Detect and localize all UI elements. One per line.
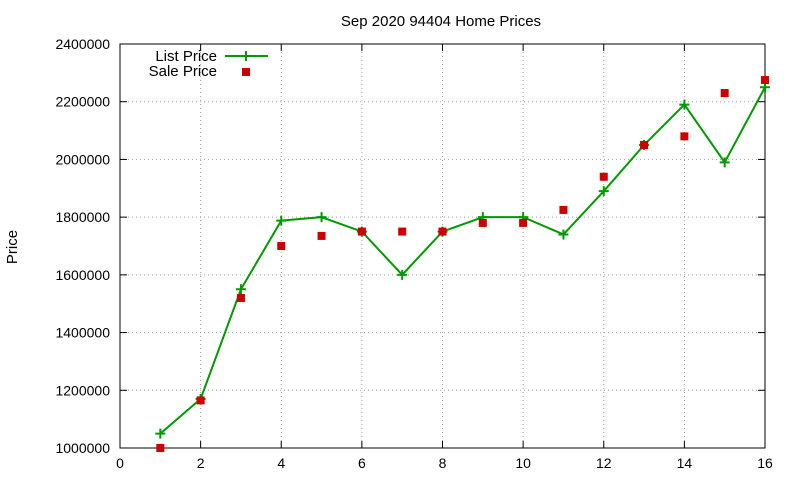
y-tick-label: 2400000 xyxy=(55,36,110,52)
series-layer xyxy=(155,76,770,452)
list-price-point xyxy=(316,212,327,223)
x-tick-label: 0 xyxy=(116,455,124,471)
x-tick-label: 6 xyxy=(358,455,366,471)
list-price-point xyxy=(276,215,287,226)
x-tick-label: 14 xyxy=(677,455,693,471)
x-tick-label: 8 xyxy=(439,455,447,471)
x-tick-label: 2 xyxy=(197,455,205,471)
list-price-point xyxy=(719,157,730,168)
sale-price-point xyxy=(438,227,447,236)
sale-price-point xyxy=(277,242,286,250)
legend-marker-list-price xyxy=(241,51,251,61)
x-tick-label: 12 xyxy=(596,455,612,471)
list-price-point xyxy=(558,229,569,240)
sale-price-point xyxy=(680,132,689,141)
x-tick-label: 16 xyxy=(757,455,773,471)
sale-price-point xyxy=(761,76,769,85)
legend-label-list-price: List Price xyxy=(155,48,217,65)
legend-label-sale-price: Sale Price xyxy=(149,63,217,80)
y-axis-label: Price xyxy=(4,230,21,264)
sale-price-point xyxy=(720,89,729,98)
sale-price-point xyxy=(599,172,608,181)
sale-price-point xyxy=(519,218,528,227)
sale-price-point xyxy=(317,231,326,240)
y-tick-label: 2000000 xyxy=(55,151,110,167)
sale-price-point xyxy=(236,293,245,302)
x-tick-label: 4 xyxy=(277,455,285,471)
grid-lines xyxy=(120,44,765,448)
sale-price-point xyxy=(640,141,649,149)
tick-labels: 0 2 4 6 8 10 12 14 16 1000000 1200000 1400000 160000… xyxy=(55,36,773,471)
sale-price-point xyxy=(196,396,205,405)
list-price-point xyxy=(679,99,690,110)
y-tick-label: 1400000 xyxy=(55,325,110,341)
tick-marks xyxy=(119,43,766,449)
list-price-point xyxy=(397,269,408,280)
chart-title: Sep 2020 94404 Home Prices xyxy=(341,13,541,30)
sale-price-point xyxy=(156,444,165,452)
x-tick-label: 10 xyxy=(515,455,531,471)
list-price-point xyxy=(155,428,166,439)
y-tick-label: 1200000 xyxy=(55,382,110,398)
list-price-line xyxy=(159,86,766,435)
list-price-point xyxy=(598,186,609,197)
legend-marker-sale-price xyxy=(242,68,250,76)
y-tick-label: 1000000 xyxy=(55,440,110,456)
y-tick-label: 2200000 xyxy=(55,94,110,110)
sale-price-point xyxy=(398,227,407,236)
sale-price-point xyxy=(357,227,366,236)
plot-frame xyxy=(119,43,766,449)
y-tick-label: 1800000 xyxy=(55,209,110,225)
sale-price-point xyxy=(478,218,487,227)
list-price-point xyxy=(235,284,246,295)
sale-price-point xyxy=(559,205,568,214)
y-tick-label: 1600000 xyxy=(55,267,110,283)
